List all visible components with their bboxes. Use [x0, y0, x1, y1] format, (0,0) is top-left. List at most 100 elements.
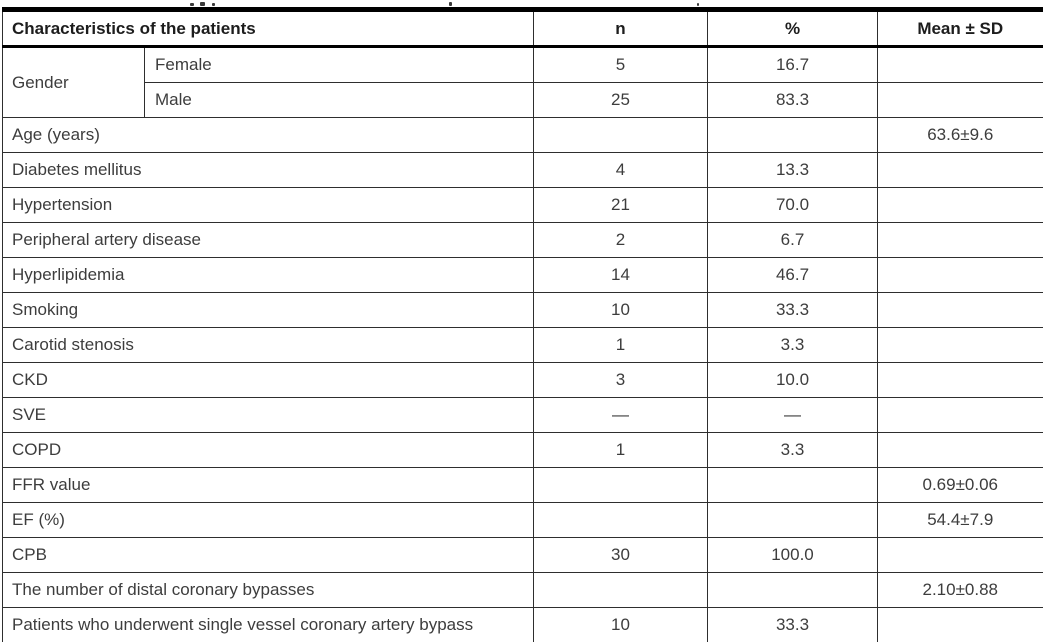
table-row: Diabetes mellitus 4 13.3	[2, 152, 1043, 188]
cell-percent	[707, 117, 878, 153]
row-label: FFR value	[2, 467, 534, 503]
cell-n: 5	[533, 46, 708, 83]
row-label: Diabetes mellitus	[2, 152, 534, 188]
caption-remnant-mark	[449, 2, 452, 6]
cell-percent: —	[707, 397, 878, 433]
cell-n	[533, 467, 708, 503]
table-header: Characteristics of the patients n % Mean…	[2, 7, 1043, 48]
cell-percent: 16.7	[707, 46, 878, 83]
cell-n: 4	[533, 152, 708, 188]
row-label: SVE	[2, 397, 534, 433]
cell-mean-sd	[877, 327, 1043, 363]
table-body: Gender Female 5 16.7 Male 25 83.3 Age (years) 63…	[2, 46, 1043, 642]
table-row: Patients who underwent single vessel cor…	[2, 607, 1043, 642]
cell-mean-sd	[877, 257, 1043, 293]
cell-n	[533, 117, 708, 153]
row-label: CPB	[2, 537, 534, 573]
table-row: FFR value 0.69±0.06	[2, 467, 1043, 503]
row-label: Hyperlipidemia	[2, 257, 534, 293]
cell-mean-sd: 2.10±0.88	[877, 572, 1043, 608]
caption-remnant-mark	[212, 3, 215, 6]
cell-percent	[707, 467, 878, 503]
row-label: Smoking	[2, 292, 534, 328]
table-row-gender-male: Male 25 83.3	[3, 82, 1043, 118]
cell-n: 30	[533, 537, 708, 573]
caption-remnant-mark	[190, 3, 194, 6]
row-label: Age (years)	[2, 117, 534, 153]
cell-mean-sd: 63.6±9.6	[877, 117, 1043, 153]
cell-mean-sd	[877, 397, 1043, 433]
cropped-caption-remnant	[0, 0, 1048, 7]
table-row: CPB 30 100.0	[2, 537, 1043, 573]
cell-percent: 10.0	[707, 362, 878, 398]
row-label: Patients who underwent single vessel cor…	[2, 607, 534, 642]
row-label: Male	[144, 82, 534, 118]
row-label: CKD	[2, 362, 534, 398]
cell-percent	[707, 502, 878, 538]
row-label: Carotid stenosis	[2, 327, 534, 363]
table-row: Age (years) 63.6±9.6	[2, 117, 1043, 153]
cell-mean-sd	[877, 607, 1043, 642]
table-row: Smoking 10 33.3	[2, 292, 1043, 328]
gender-group-label: Gender	[2, 46, 145, 118]
row-label: Female	[144, 46, 534, 83]
cell-mean-sd	[877, 46, 1043, 83]
cell-n: 3	[533, 362, 708, 398]
cell-percent: 33.3	[707, 292, 878, 328]
cell-percent: 100.0	[707, 537, 878, 573]
cell-percent: 70.0	[707, 187, 878, 223]
cell-percent: 3.3	[707, 327, 878, 363]
caption-remnant-mark	[697, 3, 699, 6]
cell-n	[533, 502, 708, 538]
row-label: Peripheral artery disease	[2, 222, 534, 258]
header-row: Characteristics of the patients n % Mean…	[2, 7, 1043, 48]
row-label: The number of distal coronary bypasses	[2, 572, 534, 608]
cell-percent: 3.3	[707, 432, 878, 468]
row-label: Hypertension	[2, 187, 534, 223]
cell-n: 21	[533, 187, 708, 223]
cell-mean-sd	[877, 222, 1043, 258]
cell-n: 10	[533, 292, 708, 328]
caption-remnant-mark	[200, 2, 205, 6]
cell-percent	[707, 572, 878, 608]
table-row: Carotid stenosis 1 3.3	[2, 327, 1043, 363]
table-row: Peripheral artery disease 2 6.7	[2, 222, 1043, 258]
patient-characteristics-table: Characteristics of the patients n % Mean…	[2, 7, 1043, 642]
row-label: EF (%)	[2, 502, 534, 538]
cell-n: 25	[533, 82, 708, 118]
cell-n: 14	[533, 257, 708, 293]
cell-mean-sd	[877, 187, 1043, 223]
cell-mean-sd	[877, 82, 1043, 118]
cell-percent: 13.3	[707, 152, 878, 188]
cell-mean-sd	[877, 432, 1043, 468]
cell-n: 10	[533, 607, 708, 642]
cell-mean-sd	[877, 362, 1043, 398]
table-row: The number of distal coronary bypasses 2.…	[2, 572, 1043, 608]
table-row: Hyperlipidemia 14 46.7	[2, 257, 1043, 293]
cell-percent: 83.3	[707, 82, 878, 118]
cell-percent: 46.7	[707, 257, 878, 293]
cell-mean-sd	[877, 537, 1043, 573]
cell-n: —	[533, 397, 708, 433]
header-mean-sd: Mean ± SD	[877, 7, 1043, 48]
cell-n: 1	[533, 432, 708, 468]
table-row: EF (%) 54.4±7.9	[2, 502, 1043, 538]
header-percent: %	[707, 7, 878, 48]
cell-percent: 33.3	[707, 607, 878, 642]
row-label: COPD	[2, 432, 534, 468]
table-row: COPD 1 3.3	[2, 432, 1043, 468]
cell-n	[533, 572, 708, 608]
table-row: CKD 3 10.0	[2, 362, 1043, 398]
table-row: SVE — —	[2, 397, 1043, 433]
cell-n: 1	[533, 327, 708, 363]
cell-n: 2	[533, 222, 708, 258]
cell-mean-sd	[877, 292, 1043, 328]
cell-mean-sd	[877, 152, 1043, 188]
cell-mean-sd: 0.69±0.06	[877, 467, 1043, 503]
cell-percent: 6.7	[707, 222, 878, 258]
table-row: Hypertension 21 70.0	[2, 187, 1043, 223]
header-n: n	[533, 7, 708, 48]
header-characteristics: Characteristics of the patients	[2, 7, 534, 48]
table-row-gender-female: Gender Female 5 16.7	[2, 46, 1043, 118]
